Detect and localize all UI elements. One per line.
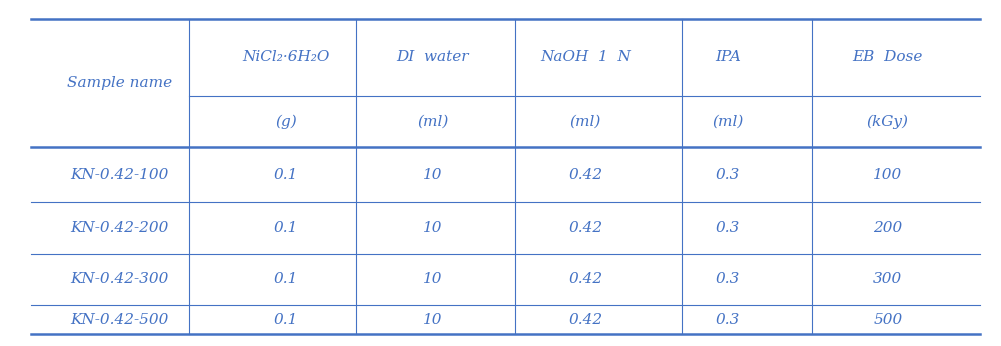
Text: Sample name: Sample name (67, 76, 172, 90)
Text: 300: 300 (873, 272, 903, 286)
Text: 200: 200 (873, 221, 903, 235)
Text: (g): (g) (275, 114, 296, 129)
Text: 0.1: 0.1 (273, 168, 298, 182)
Text: 500: 500 (873, 313, 903, 327)
Text: 0.42: 0.42 (569, 221, 603, 235)
Text: 0.3: 0.3 (716, 221, 741, 235)
Text: KN-0.42-200: KN-0.42-200 (70, 221, 168, 235)
Text: 10: 10 (422, 221, 442, 235)
Text: DI  water: DI water (396, 50, 468, 64)
Text: IPA: IPA (715, 50, 741, 64)
Text: 10: 10 (422, 168, 442, 182)
Text: 0.1: 0.1 (273, 313, 298, 327)
Text: 0.42: 0.42 (569, 272, 603, 286)
Text: 0.1: 0.1 (273, 272, 298, 286)
Text: 0.3: 0.3 (716, 168, 741, 182)
Text: 100: 100 (873, 168, 903, 182)
Text: (ml): (ml) (417, 115, 448, 128)
Text: KN-0.42-300: KN-0.42-300 (70, 272, 168, 286)
Text: 0.3: 0.3 (716, 313, 741, 327)
Text: NaOH  1  N: NaOH 1 N (540, 50, 631, 64)
Text: KN-0.42-500: KN-0.42-500 (70, 313, 168, 327)
Text: 0.1: 0.1 (273, 221, 298, 235)
Text: NiCl₂·6H₂O: NiCl₂·6H₂O (242, 50, 329, 64)
Text: 0.42: 0.42 (569, 168, 603, 182)
Text: KN-0.42-100: KN-0.42-100 (70, 168, 168, 182)
Text: 0.42: 0.42 (569, 313, 603, 327)
Text: 10: 10 (422, 313, 442, 327)
Text: EB  Dose: EB Dose (853, 50, 923, 64)
Text: 10: 10 (422, 272, 442, 286)
Text: 0.3: 0.3 (716, 272, 741, 286)
Text: (kGy): (kGy) (867, 114, 909, 129)
Text: (ml): (ml) (713, 115, 744, 128)
Text: (ml): (ml) (570, 115, 601, 128)
